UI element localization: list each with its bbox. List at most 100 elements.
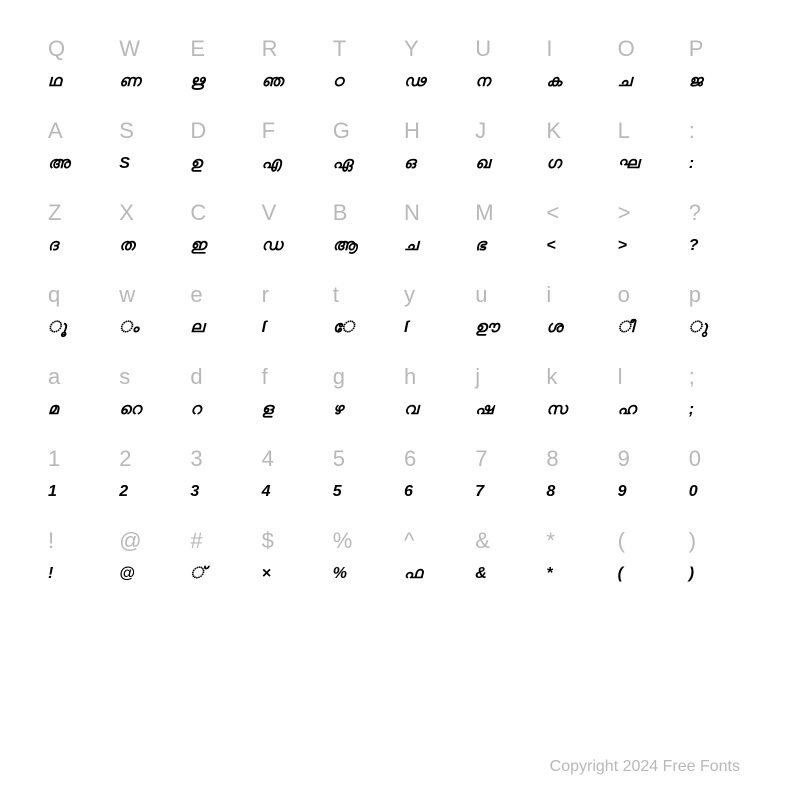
charmap-cell: :: (689, 120, 760, 172)
key-label: T (333, 38, 346, 60)
glyph: ഇ (190, 238, 206, 254)
key-label: K (546, 120, 561, 142)
charmap-cell: jഷ (475, 366, 546, 418)
charmap-cell: Dഉ (190, 120, 261, 172)
key-label: a (48, 366, 60, 388)
glyph: 7 (475, 484, 484, 500)
glyph: ഉ (190, 156, 202, 172)
charmap-cell: )) (689, 530, 760, 582)
key-label: w (119, 284, 135, 306)
glyph: ് (190, 566, 204, 582)
key-label: t (333, 284, 339, 306)
glyph: ഴ (333, 402, 343, 418)
key-label: 5 (333, 448, 345, 470)
key-label: < (546, 202, 559, 224)
charmap-cell: Iക (546, 38, 617, 90)
key-label: 4 (262, 448, 274, 470)
glyph: @ (119, 566, 135, 582)
glyph: * (546, 566, 552, 582)
key-label: ( (618, 530, 625, 552)
glyph: ം (119, 320, 139, 336)
key-label: 8 (546, 448, 558, 470)
charmap-cell: qൂ (48, 284, 119, 336)
charmap-cell: Xത (119, 202, 190, 254)
key-label: L (618, 120, 630, 142)
charmap-cell: #് (190, 530, 261, 582)
key-label: e (190, 284, 202, 306)
glyph: ു (689, 320, 708, 336)
charmap-cell: Cഇ (190, 202, 261, 254)
key-label: C (190, 202, 206, 224)
glyph: ണ (119, 74, 140, 90)
key-label: p (689, 284, 701, 306)
key-label: ? (689, 202, 701, 224)
key-label: ) (689, 530, 696, 552)
key-label: Y (404, 38, 419, 60)
glyph: ീ (618, 320, 634, 336)
key-label: 7 (475, 448, 487, 470)
glyph: ഘ (618, 156, 640, 172)
glyph: : (689, 156, 694, 172)
glyph: ſ (404, 320, 408, 336)
key-label: G (333, 120, 350, 142)
key-label: ; (689, 366, 695, 388)
charmap-cell: ^ഫ (404, 530, 475, 582)
charmap-cell: ?? (689, 202, 760, 254)
charmap-cell: Eഋ (190, 38, 261, 90)
key-label: D (190, 120, 206, 142)
key-label: E (190, 38, 205, 60)
charmap-cell: eല (190, 284, 261, 336)
charmap-cell: Hഒ (404, 120, 475, 172)
charmap-cell: Qഥ (48, 38, 119, 90)
glyph: ! (48, 566, 53, 582)
charmap-cell: Fഎ (262, 120, 333, 172)
charmap-cell: uഊ (475, 284, 546, 336)
charmap-cell: Nച (404, 202, 475, 254)
glyph: 3 (190, 484, 199, 500)
charmap-cell: && (475, 530, 546, 582)
key-label: J (475, 120, 486, 142)
charmap-cell: 66 (404, 448, 475, 500)
key-label: 2 (119, 448, 131, 470)
key-label: R (262, 38, 278, 60)
charmap-cell: @@ (119, 530, 190, 582)
glyph: ഗ (546, 156, 561, 172)
charmap-cell: Vഡ (262, 202, 333, 254)
charmap-cell: Tഠ (333, 38, 404, 90)
glyph: ? (689, 238, 699, 254)
glyph: ന (475, 74, 490, 90)
glyph: 1 (48, 484, 57, 500)
glyph: % (333, 566, 347, 582)
charmap-cell: Gഏ (333, 120, 404, 172)
key-label: i (546, 284, 551, 306)
charmap-cell: Rഞ (262, 38, 333, 90)
charmap-cell: tേ (333, 284, 404, 336)
glyph: ത (119, 238, 134, 254)
glyph: > (618, 238, 627, 254)
glyph: മ (48, 402, 58, 418)
charmap-cell: Zദ (48, 202, 119, 254)
key-label: 0 (689, 448, 701, 470)
glyph: ജ (689, 74, 702, 90)
glyph: ൂ (48, 320, 67, 336)
charmap-cell: (( (618, 530, 689, 582)
glyph: എ (262, 156, 281, 172)
glyph: റെ (119, 402, 141, 418)
character-map-grid: QഥWണEഋRഞTഠYഢUനIകOചPജAഅSSDഉFഎGഏHഒJഖKഗLഘ::… (48, 38, 760, 612)
key-label: k (546, 366, 557, 388)
glyph: ſ (262, 320, 266, 336)
charmap-cell: iശ (546, 284, 617, 336)
key-label: N (404, 202, 420, 224)
charmap-cell: yſ (404, 284, 475, 336)
glyph: സ (546, 402, 567, 418)
key-label: g (333, 366, 345, 388)
key-label: : (689, 120, 695, 142)
key-label: d (190, 366, 202, 388)
key-label: % (333, 530, 353, 552)
charmap-cell: !! (48, 530, 119, 582)
charmap-cell: %% (333, 530, 404, 582)
glyph: 6 (404, 484, 413, 500)
glyph: ക (546, 74, 561, 90)
key-label: j (475, 366, 480, 388)
glyph: ഏ (333, 156, 353, 172)
